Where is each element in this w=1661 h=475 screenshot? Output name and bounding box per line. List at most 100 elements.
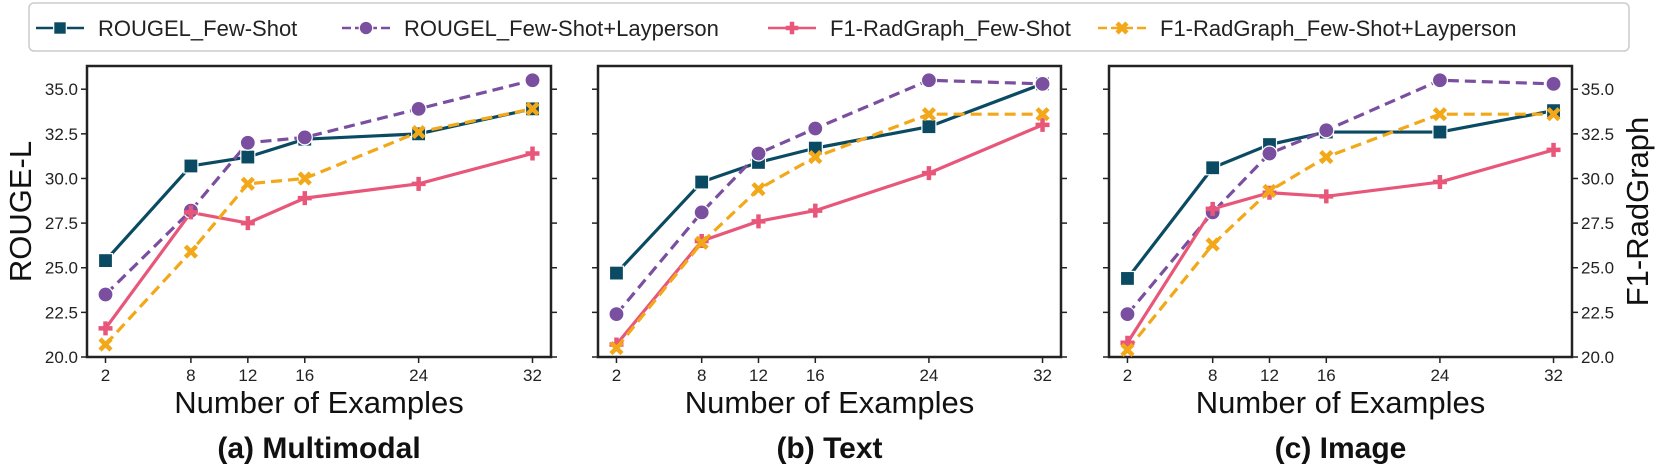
y-tick-label: 35.0 [45, 80, 78, 99]
plot-frame [85, 64, 553, 359]
data-point [410, 100, 427, 117]
x-tick-label: 12 [238, 366, 257, 385]
y2-tick-label: 32.5 [1581, 125, 1614, 144]
data-point [98, 321, 113, 336]
y2-tick-label: 35.0 [1581, 80, 1614, 99]
data-point [240, 176, 255, 191]
x-tick-label: 24 [1430, 366, 1449, 385]
x-tick-label: 2 [1123, 366, 1132, 385]
data-point [750, 145, 767, 162]
data-point [1432, 124, 1448, 140]
data-point [921, 119, 937, 135]
data-point [411, 124, 426, 140]
chart-panel: 2 8 12 16 24 32 20.0 22.5 25.0 27.5 30.0 32.5 35.0 F1… [1103, 64, 1655, 465]
data-point [524, 72, 541, 89]
data-point [97, 286, 114, 303]
data-point [608, 306, 625, 323]
y-tick-label: 25.0 [45, 259, 78, 278]
data-point [609, 340, 624, 356]
legend-item: F1-RadGraph_Few-Shot [768, 16, 1071, 41]
x-tick-label: 24 [919, 366, 938, 385]
data-point [296, 129, 313, 146]
data-point [1035, 107, 1050, 122]
data-point [1319, 149, 1334, 165]
data-point [183, 244, 198, 259]
data-point [1035, 117, 1050, 132]
data-point [1319, 189, 1334, 204]
series-line [1126, 109, 1554, 280]
data-point [411, 176, 426, 191]
data-point [808, 149, 823, 165]
data-point [1546, 142, 1561, 157]
y2-tick-label: 20.0 [1581, 348, 1614, 367]
x-axis-label: Number of Examples [174, 385, 463, 420]
data-point [98, 337, 113, 352]
data-point [694, 174, 710, 190]
x-tick-label: 24 [409, 366, 428, 385]
x-tick-label: 32 [523, 366, 542, 385]
data-point [1432, 107, 1448, 122]
x-tick-label: 2 [612, 366, 621, 385]
subplot-title: (b) Text [776, 432, 882, 465]
series-line [104, 107, 533, 262]
legend: ROUGEL_Few-Shot ROUGEL_Few-Shot+Layperson… [36, 16, 1516, 41]
chart-panel: 2 8 12 16 24 32 20.0 22.5 25.0 27.5 30.0 32.5 35.0 RO… [3, 64, 557, 465]
legend-label: F1-RadGraph_Few-Shot+Layperson [1160, 16, 1516, 41]
x-axis-label: Number of Examples [685, 385, 974, 420]
x-tick-label: 32 [1033, 366, 1052, 385]
y-tick-label: 32.5 [45, 125, 78, 144]
data-point [97, 252, 114, 269]
chart-panel: 2 8 12 16 24 32 Number of Examples (b) Text [592, 64, 1067, 465]
subplot-title: (a) Multimodal [217, 432, 420, 465]
x-tick-label: 8 [697, 366, 706, 385]
y-tick-label: 27.5 [45, 214, 78, 233]
x-tick-label: 12 [749, 366, 768, 385]
x-tick-label: 8 [1208, 366, 1217, 385]
series-line [615, 112, 1043, 350]
series-line [104, 107, 533, 346]
data-point [1262, 183, 1277, 199]
data-point [1546, 107, 1561, 122]
data-point [921, 166, 936, 181]
y2-tick-label: 27.5 [1581, 214, 1614, 233]
panels: 2 8 12 16 24 32 20.0 22.5 25.0 27.5 30.0 32.5 35.0 RO… [3, 64, 1655, 465]
legend-marker [358, 20, 374, 36]
y2-tick-label: 30.0 [1581, 169, 1614, 188]
data-point [1431, 72, 1449, 89]
subplot-title: (c) Image [1275, 432, 1407, 465]
data-point [1545, 75, 1562, 92]
data-point [183, 158, 199, 174]
legend-box [28, 2, 1630, 52]
data-point [525, 146, 540, 161]
y2-tick-label: 22.5 [1581, 303, 1614, 322]
plot-frame [1107, 64, 1574, 359]
series-line [615, 78, 1043, 316]
data-point [297, 191, 312, 206]
data-point [807, 120, 824, 137]
data-point [1545, 103, 1562, 119]
data-point [1432, 175, 1447, 190]
data-point [751, 182, 766, 197]
legend-marker [785, 21, 799, 35]
data-point [240, 149, 256, 165]
x-tick-label: 12 [1260, 366, 1279, 385]
legend-item: F1-RadGraph_Few-Shot+Layperson [1098, 16, 1516, 41]
data-point [1034, 75, 1051, 92]
legend-label: F1-RadGraph_Few-Shot [830, 16, 1071, 41]
x-tick-label: 2 [101, 366, 110, 385]
data-point [1318, 122, 1335, 139]
series-line [104, 151, 533, 330]
data-point [1119, 270, 1136, 287]
x-tick-label: 32 [1544, 366, 1563, 385]
data-point [183, 205, 198, 220]
data-point [808, 203, 823, 218]
plot-frame [596, 64, 1063, 359]
y-tick-label: 20.0 [45, 348, 78, 367]
legend-item: ROUGEL_Few-Shot [36, 16, 297, 41]
y2-axis-label: F1-RadGraph [1620, 117, 1655, 307]
x-tick-label: 16 [1317, 366, 1336, 385]
series-line [1126, 112, 1554, 351]
legend-label: ROUGEL_Few-Shot+Layperson [404, 16, 719, 41]
data-point [694, 235, 709, 250]
